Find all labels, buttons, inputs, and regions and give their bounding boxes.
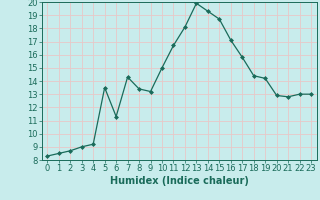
X-axis label: Humidex (Indice chaleur): Humidex (Indice chaleur) [110,176,249,186]
